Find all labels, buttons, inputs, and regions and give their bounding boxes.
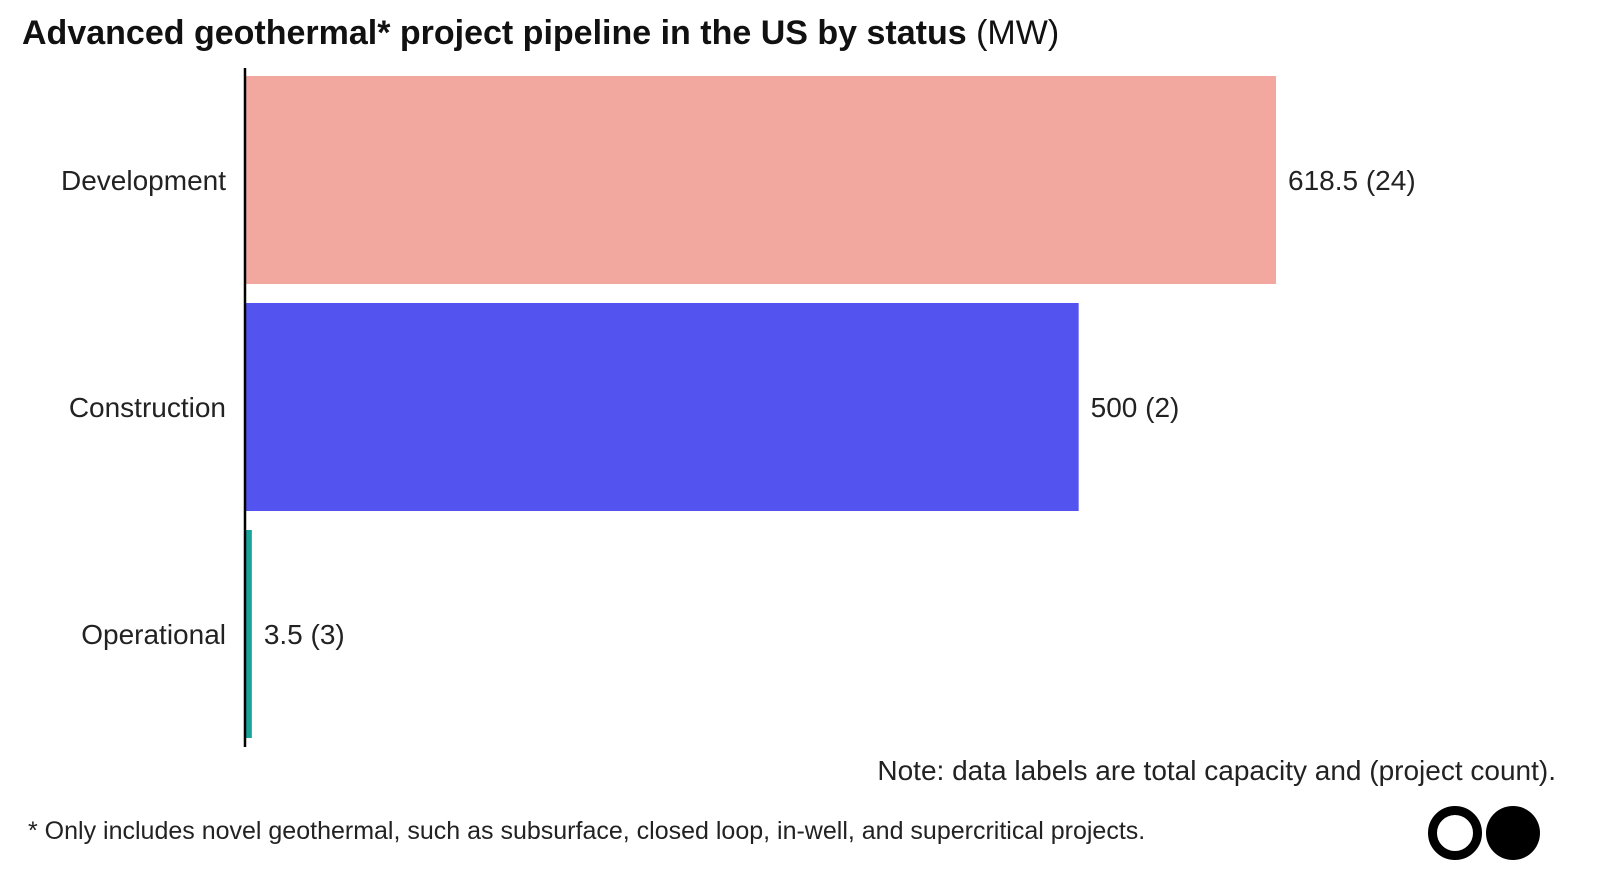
- chart-title-main: Advanced geothermal* project pipeline in…: [22, 14, 967, 52]
- footnote: * Only includes novel geothermal, such a…: [28, 817, 1146, 845]
- brand-logo: [1428, 806, 1540, 860]
- category-label-operational: Operational: [81, 619, 226, 650]
- data-label-operational: 3.5 (3): [264, 619, 345, 650]
- logo-ring-icon: [1428, 806, 1482, 860]
- chart-title-unit: (MW): [976, 14, 1060, 52]
- bar-development: [246, 76, 1276, 284]
- data-label-construction: 500 (2): [1091, 392, 1180, 423]
- bar-construction: [246, 303, 1079, 511]
- data-label-development: 618.5 (24): [1288, 165, 1416, 196]
- data-label-note: Note: data labels are total capacity and…: [877, 755, 1556, 786]
- bar-operational: [246, 530, 252, 738]
- category-label-development: Development: [61, 165, 226, 196]
- chart-title: Advanced geothermal* project pipeline in…: [22, 12, 1059, 54]
- logo-dot-icon: [1486, 806, 1540, 860]
- category-label-construction: Construction: [69, 392, 226, 423]
